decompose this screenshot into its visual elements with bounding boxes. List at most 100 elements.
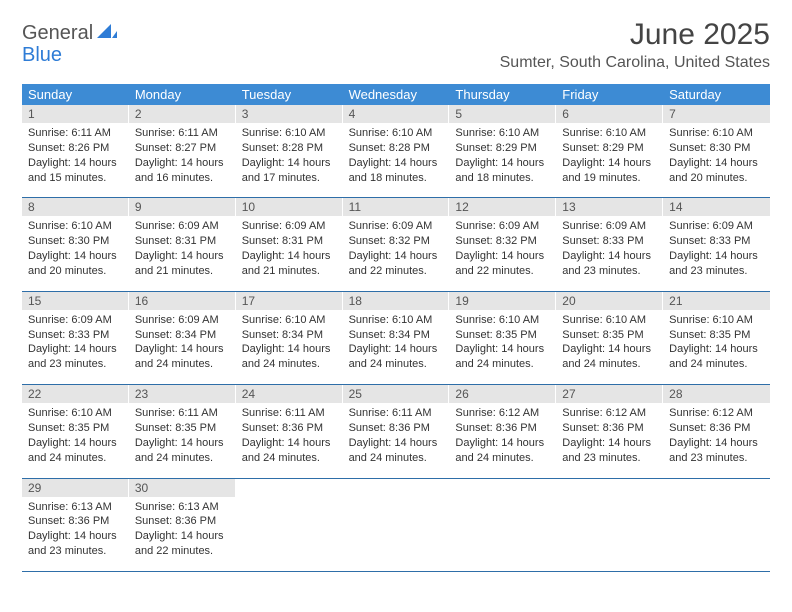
brand-logo: General [22, 18, 119, 45]
day-cell: Sunrise: 6:09 AMSunset: 8:34 PMDaylight:… [129, 310, 236, 384]
sunset-text: Sunset: 8:30 PM [669, 141, 764, 156]
day-header: Wednesday [343, 84, 450, 105]
day-cell: Sunrise: 6:09 AMSunset: 8:33 PMDaylight:… [663, 216, 770, 290]
week-row: Sunrise: 6:10 AMSunset: 8:35 PMDaylight:… [22, 403, 770, 478]
day-cell: Sunrise: 6:13 AMSunset: 8:36 PMDaylight:… [22, 497, 129, 571]
day-cell: Sunrise: 6:13 AMSunset: 8:36 PMDaylight:… [129, 497, 236, 571]
day-number: 30 [129, 479, 236, 497]
day-cell: Sunrise: 6:09 AMSunset: 8:33 PMDaylight:… [22, 310, 129, 384]
daylight-text: Daylight: 14 hours [669, 436, 764, 451]
day-cell: Sunrise: 6:10 AMSunset: 8:35 PMDaylight:… [449, 310, 556, 384]
daylight-text: and 24 minutes. [242, 451, 337, 466]
sunrise-text: Sunrise: 6:10 AM [455, 126, 550, 141]
week-row: Sunrise: 6:10 AMSunset: 8:30 PM Daylight:… [22, 216, 770, 291]
day-number: 15 [22, 292, 129, 310]
daylight-text: Daylight: 14 hours [669, 342, 764, 357]
day-number: 16 [129, 292, 236, 310]
day-number: 10 [236, 198, 343, 216]
sunrise-text: Sunrise: 6:10 AM [349, 126, 444, 141]
sunrise-text: Sunrise: 6:10 AM [562, 126, 657, 141]
sunrise-text: Sunrise: 6:10 AM [669, 313, 764, 328]
daylight-text: and 24 minutes. [562, 357, 657, 372]
daylight-text: Daylight: 14 hours [349, 342, 444, 357]
sunset-text: Sunset: 8:35 PM [562, 328, 657, 343]
day-cell: Sunrise: 6:12 AMSunset: 8:36 PMDaylight:… [556, 403, 663, 477]
day-cell: Sunrise: 6:10 AMSunset: 8:34 PMDaylight:… [343, 310, 450, 384]
day-number: 12 [449, 198, 556, 216]
sunset-text: Sunset: 8:36 PM [135, 514, 230, 529]
sunrise-text: Sunrise: 6:12 AM [669, 406, 764, 421]
day-number [663, 479, 770, 497]
sunrise-text: Sunrise: 6:11 AM [135, 406, 230, 421]
daylight-text: Daylight: 14 hours [242, 436, 337, 451]
sunrise-text: Sunrise: 6:09 AM [28, 313, 123, 328]
calendar: Sunday Monday Tuesday Wednesday Thursday… [22, 84, 770, 572]
sunrise-text: Sunrise: 6:11 AM [28, 126, 123, 141]
daylight-text: and 24 minutes. [135, 357, 230, 372]
daylight-text: and 24 minutes. [349, 451, 444, 466]
sunrise-text: Sunrise: 6:11 AM [349, 406, 444, 421]
day-header: Saturday [663, 84, 770, 105]
sunrise-text: Sunrise: 6:10 AM [28, 219, 123, 234]
day-cell: Sunrise: 6:09 AMSunset: 8:33 PMDaylight:… [556, 216, 663, 290]
daylight-text: and 23 minutes. [28, 357, 123, 372]
daylight-text: and 23 minutes. [28, 544, 123, 559]
day-number: 21 [663, 292, 770, 310]
daylight-text: and 20 minutes. [669, 171, 764, 186]
day-cell: Sunrise: 6:11 AMSunset: 8:36 PMDaylight:… [236, 403, 343, 477]
day-header: Tuesday [236, 84, 343, 105]
daylight-text: Daylight: 14 hours [562, 249, 657, 264]
week-row: Sunrise: 6:13 AMSunset: 8:36 PMDaylight:… [22, 497, 770, 572]
sunset-text: Sunset: 8:36 PM [562, 421, 657, 436]
day-number: 9 [129, 198, 236, 216]
daylight-text: and 17 minutes. [242, 171, 337, 186]
daylight-text: and 21 minutes. [135, 264, 230, 279]
sunrise-text: Sunrise: 6:09 AM [135, 219, 230, 234]
day-cell: Sunrise: 6:10 AMSunset: 8:29 PMDaylight:… [449, 123, 556, 197]
daylight-text: and 23 minutes. [669, 451, 764, 466]
day-cell: Sunrise: 6:12 AMSunset: 8:36 PMDaylight:… [663, 403, 770, 477]
brand-text-2: Blue [22, 44, 62, 66]
day-cell: Sunrise: 6:11 AMSunset: 8:27 PMDaylight:… [129, 123, 236, 197]
day-cell: Sunrise: 6:09 AMSunset: 8:31 PMDaylight:… [236, 216, 343, 290]
day-cell: Sunrise: 6:10 AMSunset: 8:34 PMDaylight:… [236, 310, 343, 384]
daylight-text: and 24 minutes. [455, 451, 550, 466]
daylight-text: Daylight: 14 hours [455, 436, 550, 451]
sunrise-text: Sunrise: 6:10 AM [242, 313, 337, 328]
day-cell [556, 497, 663, 571]
day-number: 13 [556, 198, 663, 216]
sunset-text: Sunset: 8:28 PM [349, 141, 444, 156]
daylight-text: and 24 minutes. [28, 451, 123, 466]
weeks-container: 1234567Sunrise: 6:11 AMSunset: 8:26 PMDa… [22, 105, 770, 572]
sunset-text: Sunset: 8:36 PM [349, 421, 444, 436]
sunrise-text: Sunrise: 6:09 AM [135, 313, 230, 328]
week-row: Sunrise: 6:11 AMSunset: 8:26 PMDaylight:… [22, 123, 770, 198]
sunset-text: Sunset: 8:30 PM [28, 234, 123, 249]
sunset-text: Sunset: 8:32 PM [349, 234, 444, 249]
daylight-text: Daylight: 14 hours [28, 436, 123, 451]
day-cell: Sunrise: 6:10 AMSunset: 8:35 PMDaylight:… [556, 310, 663, 384]
daylight-text: Daylight: 14 hours [242, 342, 337, 357]
day-cell: Sunrise: 6:10 AMSunset: 8:28 PMDaylight:… [236, 123, 343, 197]
sunset-text: Sunset: 8:36 PM [28, 514, 123, 529]
daylight-text: and 18 minutes. [349, 171, 444, 186]
daylight-text: and 22 minutes. [349, 264, 444, 279]
day-cell: Sunrise: 6:11 AMSunset: 8:26 PMDaylight:… [22, 123, 129, 197]
sunrise-text: Sunrise: 6:09 AM [669, 219, 764, 234]
sunrise-text: Sunrise: 6:09 AM [242, 219, 337, 234]
daylight-text: Daylight: 14 hours [349, 436, 444, 451]
day-number: 22 [22, 385, 129, 403]
day-header: Thursday [449, 84, 556, 105]
day-cell: Sunrise: 6:10 AMSunset: 8:30 PMDaylight:… [22, 216, 129, 290]
day-header: Sunday [22, 84, 129, 105]
day-cell: Sunrise: 6:10 AMSunset: 8:35 PMDaylight:… [22, 403, 129, 477]
day-number: 24 [236, 385, 343, 403]
daylight-text: and 19 minutes. [562, 171, 657, 186]
sunset-text: Sunset: 8:36 PM [242, 421, 337, 436]
day-number: 8 [22, 198, 129, 216]
sunset-text: Sunset: 8:33 PM [669, 234, 764, 249]
daylight-text: Daylight: 14 hours [562, 342, 657, 357]
day-cell: Sunrise: 6:10 AMSunset: 8:29 PMDaylight:… [556, 123, 663, 197]
day-number: 2 [129, 105, 236, 123]
day-cell: Sunrise: 6:09 AMSunset: 8:31 PMDaylight:… [129, 216, 236, 290]
